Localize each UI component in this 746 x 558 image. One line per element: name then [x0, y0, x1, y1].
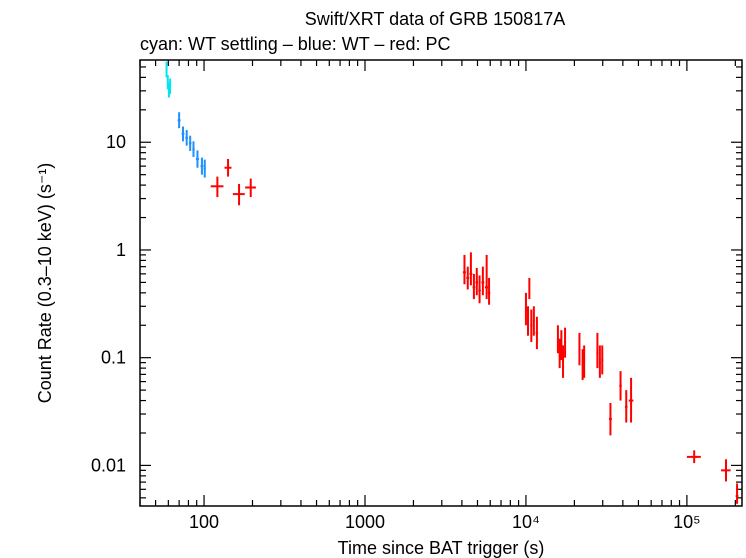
tick-labels: 100 1000 10⁴ 10⁵ 0.01 0.1 1 10 — [91, 132, 701, 532]
data-point — [462, 254, 466, 285]
data-point — [466, 266, 470, 290]
y-tick-label: 1 — [116, 240, 126, 260]
data-point — [200, 157, 204, 175]
data-point — [181, 126, 185, 142]
data-point — [560, 330, 563, 361]
data-point — [532, 306, 535, 336]
data-point — [721, 459, 731, 482]
data-point — [232, 183, 245, 206]
data-point — [530, 309, 533, 342]
chart-subtitle: cyan: WT settling – blue: WT – red: PC — [140, 34, 450, 54]
data-point — [245, 178, 256, 198]
data-point — [210, 176, 224, 198]
data-point — [177, 112, 181, 129]
x-tick-label: 10⁴ — [512, 512, 540, 532]
data-point — [562, 345, 565, 378]
data-point — [556, 325, 559, 354]
data-point — [608, 402, 612, 436]
x-axis-label: Time since BAT trigger (s) — [338, 538, 545, 558]
data-point — [535, 316, 539, 350]
data-point — [578, 332, 581, 366]
data-point — [558, 338, 561, 369]
x-tick-label: 10⁵ — [673, 512, 700, 532]
axis-ticks — [139, 60, 742, 506]
data-points — [165, 61, 739, 504]
series-wt-settling — [165, 61, 172, 98]
data-point — [624, 390, 628, 423]
data-point — [472, 273, 476, 300]
data-point — [601, 345, 604, 375]
y-tick-label: 10 — [106, 132, 126, 152]
data-point — [735, 483, 739, 504]
x-tick-label: 100 — [189, 512, 219, 532]
data-point — [481, 266, 485, 296]
series-wt — [177, 112, 206, 178]
data-point — [564, 327, 567, 358]
data-point — [628, 377, 634, 423]
data-point — [475, 268, 479, 296]
data-point — [188, 135, 192, 151]
data-point — [478, 275, 481, 304]
data-point — [583, 345, 586, 378]
data-point — [527, 306, 530, 336]
data-point — [224, 158, 232, 177]
x-tick-label: 1000 — [345, 512, 385, 532]
data-point — [598, 345, 601, 378]
data-point — [169, 78, 172, 95]
data-point — [528, 277, 531, 300]
data-point — [203, 159, 206, 178]
data-point — [487, 277, 491, 305]
y-tick-label: 0.1 — [101, 348, 126, 368]
data-point — [165, 61, 168, 78]
series-pc — [210, 158, 739, 504]
y-tick-label: 0.01 — [91, 455, 126, 475]
y-axis-label: Count Rate (0.3–10 keV) (s⁻¹) — [35, 163, 55, 404]
data-point — [195, 150, 199, 168]
data-point — [619, 371, 622, 401]
data-point — [686, 450, 701, 464]
chart-title: Swift/XRT data of GRB 150817A — [305, 9, 565, 29]
data-point — [596, 332, 599, 369]
data-point — [484, 254, 489, 300]
data-point — [185, 129, 189, 146]
data-point — [192, 141, 195, 157]
data-point — [469, 252, 473, 286]
plot-frame — [139, 59, 743, 507]
data-point — [524, 292, 527, 326]
